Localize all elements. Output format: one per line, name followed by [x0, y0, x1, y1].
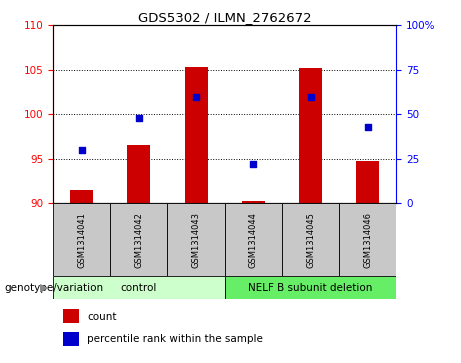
Bar [167, 203, 225, 276]
Point [250, 161, 257, 167]
Bar [127, 146, 150, 203]
Point [307, 94, 314, 99]
Point [135, 115, 142, 121]
Bar [242, 201, 265, 203]
Bar [282, 203, 339, 276]
Text: GSM1314042: GSM1314042 [134, 212, 143, 268]
Bar [339, 203, 396, 276]
Point [364, 124, 372, 130]
Bar [299, 68, 322, 203]
Title: GDS5302 / ILMN_2762672: GDS5302 / ILMN_2762672 [138, 11, 312, 24]
Bar [225, 276, 396, 299]
Bar [63, 309, 79, 323]
Text: NELF B subunit deletion: NELF B subunit deletion [248, 283, 373, 293]
Text: GSM1314044: GSM1314044 [249, 212, 258, 268]
Text: control: control [121, 283, 157, 293]
Point [78, 147, 85, 153]
Bar [53, 203, 110, 276]
Bar [53, 276, 225, 299]
Text: count: count [88, 311, 117, 322]
Text: ▶: ▶ [40, 283, 48, 293]
Bar [110, 203, 167, 276]
Text: GSM1314045: GSM1314045 [306, 212, 315, 268]
Bar [356, 160, 379, 203]
Bar [225, 203, 282, 276]
Bar [185, 67, 207, 203]
Text: genotype/variation: genotype/variation [5, 283, 104, 293]
Text: percentile rank within the sample: percentile rank within the sample [88, 334, 263, 344]
Text: GSM1314046: GSM1314046 [363, 212, 372, 268]
Bar [70, 190, 93, 203]
Bar [63, 333, 79, 346]
Text: GSM1314041: GSM1314041 [77, 212, 86, 268]
Text: GSM1314043: GSM1314043 [192, 212, 201, 268]
Point [192, 94, 200, 99]
